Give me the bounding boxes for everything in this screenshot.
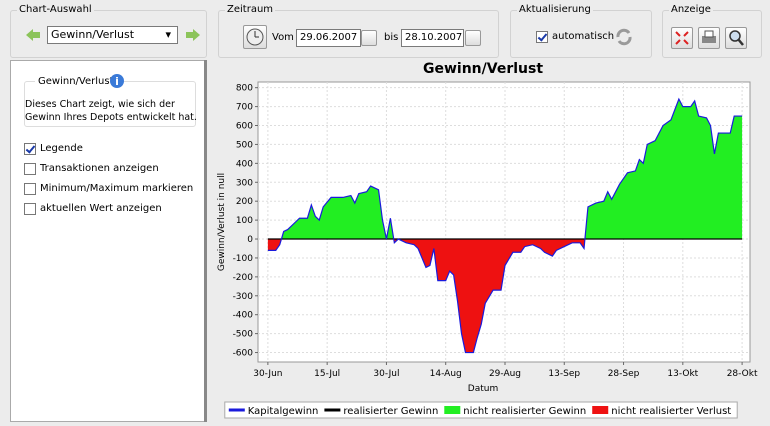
chart-select-group: Chart-Auswahl Gewinn/Verlust ▾ (10, 4, 207, 58)
x-tick-label: 29-Aug (489, 369, 521, 379)
legend-label: realisierter Gewinn (343, 406, 438, 417)
svg-text:i: i (115, 75, 119, 88)
y-tick-label: 300 (236, 178, 253, 188)
legend-swatch (324, 408, 341, 412)
x-tick-label: 28-Okt (727, 369, 758, 379)
info-title: Gewinn/Verlust (35, 76, 117, 87)
y-tick-label: 0 (247, 235, 253, 245)
calendar-button[interactable] (361, 30, 377, 46)
loss-area (267, 239, 585, 353)
y-axis-label: Gewinn/Verlust in null (217, 173, 227, 271)
legend-swatch (592, 406, 609, 414)
info-icon[interactable]: i (109, 73, 125, 89)
y-tick-label: -500 (233, 330, 254, 340)
dropdown-value: Gewinn/Verlust (51, 28, 135, 41)
option-label: aktuellen Wert anzeigen (40, 203, 162, 214)
display-group: Anzeige (662, 4, 762, 58)
splitter[interactable] (204, 60, 207, 422)
y-tick-label: 200 (236, 197, 253, 207)
calendar-button[interactable] (465, 30, 481, 46)
option-label: Legende (40, 143, 83, 154)
from-label: Vom (272, 32, 294, 43)
refresh-button[interactable] (614, 27, 634, 47)
gain-area (267, 99, 743, 240)
clock-button[interactable] (243, 25, 267, 49)
to-label: bis (384, 32, 399, 43)
legend: Kapitalgewinn realisierter Gewinn nicht re… (224, 401, 738, 419)
legend-swatch (228, 408, 245, 412)
y-tick-label: -100 (233, 254, 254, 264)
legend-label: Kapitalgewinn (248, 406, 319, 417)
y-tick-label: 600 (236, 122, 253, 132)
legend-label: nicht realisierter Verlust (611, 406, 731, 417)
info-text: Dieses Chart zeigt, wie sich der Gewinn … (25, 99, 197, 123)
chart-dropdown[interactable]: Gewinn/Verlust ▾ (47, 26, 178, 44)
y-tick-label: 100 (236, 216, 253, 226)
chart: Gewinn/Verlust Datum Gewinn/Verlust in n… (217, 61, 758, 419)
print-button[interactable] (698, 27, 720, 49)
x-tick-label: 13-Okt (667, 369, 698, 379)
back-arrow[interactable] (25, 28, 41, 42)
chart-title: Gewinn/Verlust (423, 61, 543, 77)
period-group: Zeitraum Vom 29.06.2007 bis 28.10.2007 (218, 4, 499, 58)
x-tick-label: 30-Jul (373, 369, 399, 379)
auto-checkbox[interactable] (536, 31, 548, 43)
option-checkbox[interactable] (24, 203, 36, 215)
group-title: Aktualisierung (517, 4, 593, 15)
series-line (267, 97, 743, 354)
y-tick-label: -300 (233, 292, 254, 302)
y-tick-label: 500 (236, 140, 253, 150)
group-title: Zeitraum (225, 4, 276, 15)
to-date[interactable]: 28.10.2007 (401, 29, 464, 47)
legend-frame (224, 401, 738, 419)
info-box: Gewinn/Verlust i Dieses Chart zeigt, wie… (24, 74, 197, 127)
from-date[interactable]: 29.06.2007 (296, 29, 361, 47)
auto-label: automatisch (552, 31, 615, 42)
sidebar: Gewinn/Verlust i Dieses Chart zeigt, wie… (10, 60, 206, 422)
x-tick-label: 13-Sep (548, 369, 580, 379)
y-tick-label: -200 (233, 273, 254, 283)
y-tick-label: -400 (233, 311, 254, 321)
option-label: Minimum/Maximum markieren (40, 183, 194, 194)
group-title: Anzeige (669, 4, 713, 15)
x-tick-label: 28-Sep (608, 369, 640, 379)
y-tick-label: 800 (236, 84, 253, 94)
forward-arrow[interactable] (185, 28, 201, 42)
refresh-group: Aktualisierung automatisch (510, 4, 652, 58)
option-checkbox[interactable] (24, 143, 36, 155)
x-tick-label: 30-Jun (253, 369, 282, 379)
fullscreen-button[interactable] (671, 27, 693, 49)
option-checkbox[interactable] (24, 183, 36, 195)
x-tick-label: 14-Aug (430, 369, 462, 379)
option-label: Transaktionen anzeigen (40, 163, 159, 174)
x-tick-label: 15-Jul (314, 369, 340, 379)
legend-swatch (444, 406, 461, 414)
zoom-button[interactable] (725, 27, 747, 49)
y-tick-label: -600 (233, 349, 254, 359)
option-checkbox[interactable] (24, 163, 36, 175)
y-tick-label: 400 (236, 159, 253, 169)
group-title: Chart-Auswahl (17, 4, 94, 15)
x-axis-label: Datum (468, 384, 498, 394)
legend-label: nicht realisierter Gewinn (463, 406, 586, 417)
y-tick-label: 700 (236, 103, 253, 113)
